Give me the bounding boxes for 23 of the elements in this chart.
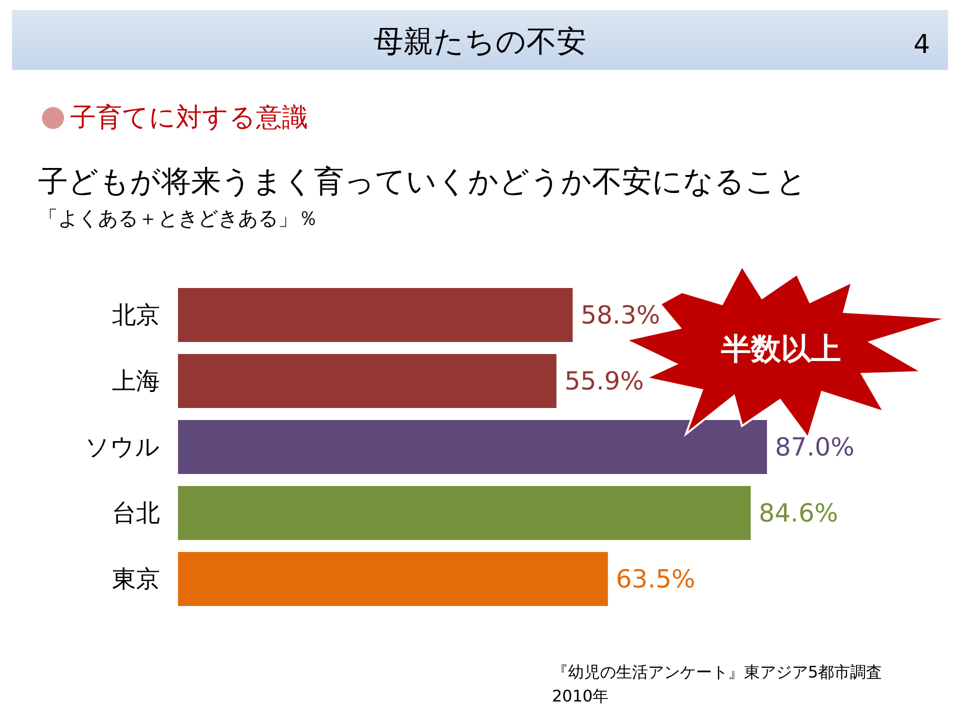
y-tick-label: 北京 [112,301,160,329]
data-label: 87.0% [774,432,854,462]
annotation: 半数以上 [721,332,841,367]
y-tick-label: 上海 [112,367,160,395]
y-tick-label: ソウル [85,433,160,461]
bar [178,354,556,408]
text: 4 [913,30,930,60]
text: 『幼児の生活アンケート』東アジア5都市調査 [552,662,882,682]
bar [178,420,767,474]
data-label: 55.9% [564,366,644,396]
text: 子どもが将来うまく育っていくかどうか不安になること [38,164,807,200]
bar [178,288,573,342]
bar [178,486,751,540]
bar [178,552,608,606]
text: 2010年 [552,686,609,706]
y-tick-label: 台北 [112,499,160,527]
text: 「よくある＋ときどきある」％ [38,206,318,230]
chart-title: 母親たちの不安 [374,24,586,60]
chart-subtitle: 子育てに対する意識 [70,103,308,133]
data-label: 63.5% [616,564,696,594]
data-label: 58.3% [580,300,660,330]
y-tick-label: 東京 [112,565,160,593]
data-label: 84.6% [758,498,838,528]
